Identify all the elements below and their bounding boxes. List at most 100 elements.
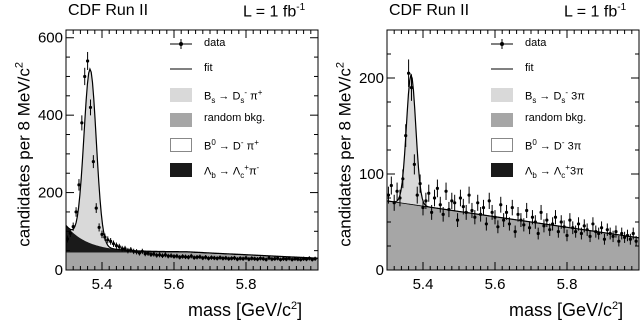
left-data-point [296, 257, 300, 262]
right-data-marker [504, 210, 509, 214]
left-data-marker [206, 256, 211, 260]
left-x-axis-sup: 2 [291, 300, 298, 312]
left-data-point [241, 256, 245, 261]
right-data-point [415, 186, 419, 204]
right-data-point [542, 219, 546, 233]
left-legend-symbol-lambda [170, 163, 192, 177]
right-data-marker [574, 230, 578, 234]
right-data-marker [620, 231, 624, 236]
left-data-point [302, 256, 306, 261]
right-data-marker [599, 226, 604, 230]
right-data-marker [447, 207, 451, 212]
right-data-marker [479, 212, 483, 216]
left-data-marker [175, 254, 179, 258]
left-data-marker [224, 256, 228, 260]
left-data-point [158, 252, 162, 258]
right-data-marker [568, 218, 572, 222]
right-x-tick-label: 5.8 [557, 276, 578, 293]
right-data-marker [415, 193, 419, 197]
right-data-point [487, 192, 491, 210]
left-data-marker [267, 256, 271, 260]
right-data-point [407, 59, 411, 87]
left-data-marker [204, 255, 208, 259]
left-data-marker [212, 256, 216, 260]
right-legend-label-fit: fit [525, 62, 534, 74]
right-data-marker [441, 212, 445, 216]
left-chart-plot: 5.4 5.6 5.8 0 200 400 600 [38, 29, 319, 293]
left-data-point [255, 257, 260, 262]
left-data-marker [152, 252, 156, 256]
right-y-tick-label: 100 [359, 166, 384, 183]
left-data-point [137, 250, 142, 256]
left-legend: data fit Bs → Ds- π+ random bkg. B0 → D- π+ Λ… [170, 36, 320, 186]
right-y-axis-sup: 2 [334, 61, 347, 69]
left-data-point [290, 257, 294, 262]
right-data-marker [597, 231, 601, 236]
left-data-point [270, 257, 274, 262]
left-data-marker [244, 256, 248, 260]
right-y-axis-label: candidates per 8 MeV/c2 [335, 54, 356, 254]
left-legend-label-fit: fit [204, 62, 213, 74]
left-luminosity-sup: -1 [296, 2, 306, 13]
left-data-point [132, 248, 136, 255]
right-data-marker [490, 210, 494, 214]
left-data-point [114, 242, 118, 249]
right-data-point [409, 74, 414, 101]
right-data-marker [530, 215, 535, 219]
left-data-marker [109, 239, 113, 243]
left-data-point [155, 252, 159, 258]
right-data-marker [499, 203, 503, 207]
left-data-point [195, 255, 199, 260]
right-data-marker [594, 230, 598, 234]
left-data-point [238, 256, 242, 261]
left-data-point [88, 99, 93, 116]
right-data-marker [513, 230, 517, 234]
right-data-point [389, 176, 393, 195]
right-data-point [556, 225, 560, 238]
right-data-marker [539, 210, 543, 214]
right-legend-symbol-data [491, 38, 513, 50]
left-x-axis-close: ] [297, 300, 303, 320]
left-data-marker [230, 256, 234, 260]
left-data-marker [304, 257, 309, 261]
right-data-point [395, 182, 399, 200]
left-data-point [143, 251, 147, 257]
left-data-point [97, 223, 101, 232]
right-data-point [553, 210, 558, 225]
right-data-point [467, 186, 471, 204]
right-data-point [527, 221, 532, 235]
left-data-marker [111, 242, 116, 246]
left-data-marker [195, 255, 199, 259]
right-data-point [516, 207, 520, 222]
left-data-marker [192, 256, 196, 260]
left-data-point [68, 229, 72, 237]
left-data-marker [264, 257, 268, 262]
left-data-marker [232, 256, 237, 260]
right-data-marker [484, 222, 488, 226]
right-legend-symbol-signal [491, 88, 513, 102]
left-data-point [258, 256, 262, 261]
right-data-point [585, 223, 589, 236]
right-data-marker [487, 199, 491, 203]
right-data-point [605, 223, 609, 236]
left-data-marker [140, 249, 144, 254]
left-data-point [77, 179, 81, 191]
right-data-point [614, 225, 618, 238]
right-data-point [484, 217, 488, 231]
right-data-marker [473, 215, 477, 219]
right-data-point [444, 182, 448, 200]
right-data-marker [545, 218, 549, 222]
left-data-point [166, 253, 170, 259]
right-data-point [634, 235, 638, 247]
left-data-point [178, 255, 182, 260]
right-luminosity-text: L = 1 fb [564, 3, 618, 21]
left-data-point [287, 256, 291, 261]
left-x-tick-label: 5.6 [164, 276, 185, 293]
left-data-point [235, 257, 239, 262]
right-data-point [571, 221, 575, 235]
left-data-marker [238, 256, 242, 260]
right-data-point [611, 230, 615, 243]
right-data-marker [507, 222, 511, 226]
right-data-point [430, 204, 434, 220]
right-x-axis-sup: 2 [612, 300, 619, 312]
